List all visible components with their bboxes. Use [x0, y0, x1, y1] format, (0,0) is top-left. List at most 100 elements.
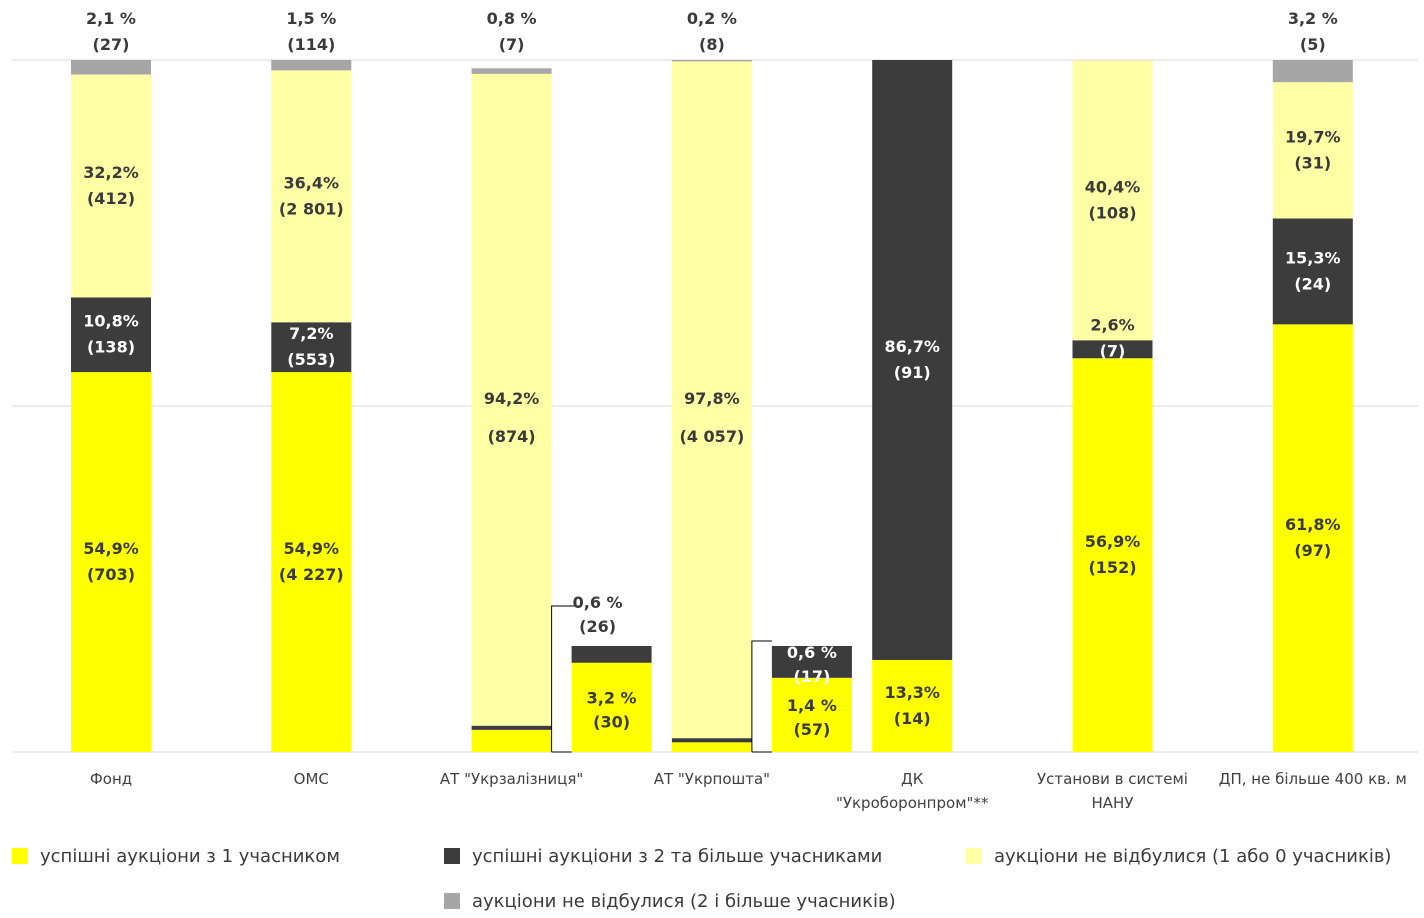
bar-segment	[71, 74, 151, 298]
data-label-count: (4 227)	[279, 565, 344, 584]
data-label-count: (91)	[894, 363, 931, 382]
data-label-count: (26)	[579, 617, 616, 636]
bar-segment	[471, 73, 552, 726]
bar-segment	[872, 60, 953, 660]
bar-segment	[1272, 60, 1353, 83]
data-label-count: (7)	[1100, 341, 1126, 360]
bar-segment	[1072, 60, 1153, 341]
data-label-value: 54,9%	[284, 539, 340, 558]
data-label-count: (874)	[488, 427, 536, 446]
legend-label: успішні аукціони з 2 та більше учасникам…	[472, 846, 882, 867]
category-label: НАНУ	[1092, 794, 1134, 812]
data-label-count: (114)	[287, 35, 335, 54]
data-label-value: 86,7%	[884, 337, 940, 356]
legend-label: успішні аукціони з 1 учасником	[40, 846, 340, 867]
data-label-count: (138)	[87, 338, 135, 357]
data-label-value: 0,6 %	[787, 643, 837, 662]
data-label-count: (5)	[1300, 35, 1326, 54]
inset-connector	[752, 738, 762, 752]
data-label-count: (97)	[1294, 541, 1331, 560]
category-label: Установи в системі	[1037, 770, 1188, 788]
bar-segment	[471, 68, 552, 74]
data-label-count: (152)	[1088, 558, 1136, 577]
data-label-value: 3,2 %	[1288, 9, 1338, 28]
data-label-value: 7,2%	[289, 324, 333, 343]
data-label-value: 10,8%	[83, 312, 139, 331]
inset-connector	[552, 726, 562, 752]
category-labels: Фонд ОМС АТ "Укрзалізниця" АТ "Укрпошта" ДК "…	[90, 770, 1407, 812]
data-label-count: (14)	[894, 709, 931, 728]
bar-segment	[271, 60, 352, 71]
data-label-count: (2 801)	[279, 199, 344, 218]
inset-bar-segment	[571, 662, 652, 752]
bar-segment	[71, 60, 151, 75]
legend-swatch	[444, 893, 460, 909]
category-label: АТ "Укрзалізниця"	[440, 770, 583, 788]
data-label-count: (31)	[1294, 153, 1331, 172]
bar-segment	[71, 372, 151, 752]
data-label-value: 15,3%	[1285, 248, 1341, 267]
data-label-value: 0,2 %	[687, 9, 737, 28]
callouts	[551, 605, 772, 753]
category-label: Фонд	[90, 770, 132, 788]
data-label-value: 13,3%	[884, 683, 940, 702]
category-label: АТ "Укрпошта"	[654, 770, 770, 788]
category-label: ДК	[901, 770, 924, 788]
inset-bar-segment	[771, 646, 852, 678]
data-label-value: 54,9%	[83, 539, 139, 558]
data-labels: 54,9% (703) 10,8% (138) 32,2% (412) 2,1 % (27) 5…	[83, 9, 1340, 739]
bars	[71, 60, 1353, 752]
data-label-count: (8)	[699, 35, 725, 54]
legend-label: аукціони не відбулися (2 і більше учасни…	[472, 891, 896, 912]
data-label-count: (57)	[793, 720, 830, 739]
bar-segment	[471, 729, 552, 752]
bar-segment	[271, 372, 352, 752]
legend-swatch	[444, 848, 460, 864]
bar-segment	[271, 70, 352, 323]
bar-segment	[471, 725, 552, 730]
data-label-count: (553)	[287, 350, 335, 369]
data-label-value: 0,6 %	[573, 593, 623, 612]
data-label-value: 0,8 %	[487, 9, 537, 28]
bar-segment	[1272, 82, 1353, 219]
bar-segment	[671, 61, 752, 739]
data-label-value: 36,4%	[284, 173, 340, 192]
bar-segment	[671, 60, 752, 62]
data-label-count: (27)	[93, 35, 130, 54]
data-label-count: (17)	[793, 667, 830, 686]
bar-segment	[271, 322, 352, 373]
data-label-value: 3,2 %	[587, 688, 637, 707]
bracket	[551, 605, 582, 752]
data-label-value: 1,5 %	[286, 9, 336, 28]
data-label-count: (412)	[87, 189, 135, 208]
category-label: ОМС	[294, 770, 329, 788]
bar-segment	[1272, 218, 1353, 325]
data-label-count: (24)	[1294, 274, 1331, 293]
bar-segment	[1272, 324, 1353, 752]
data-label-value: 1,4 %	[787, 696, 837, 715]
bar-segment	[1072, 340, 1153, 359]
legend: успішні аукціони з 1 учасником успішні ау…	[12, 846, 1391, 912]
data-label-value: 61,8%	[1285, 515, 1341, 534]
bar-segment	[1072, 358, 1153, 752]
data-label-count: (30)	[593, 712, 630, 731]
data-label-value: 94,2%	[484, 389, 540, 408]
inset-bar-segment	[571, 646, 652, 663]
data-label-count: (108)	[1088, 203, 1136, 222]
data-label-value: 56,9%	[1085, 532, 1141, 551]
data-label-count: (4 057)	[680, 427, 745, 446]
bar-segment	[872, 659, 953, 752]
data-label-value: 40,4%	[1085, 177, 1141, 196]
data-label-value: 19,7%	[1285, 127, 1341, 146]
legend-swatch	[966, 848, 982, 864]
data-label-value: 2,1 %	[86, 9, 136, 28]
bar-segment	[671, 742, 752, 752]
legend-swatch	[12, 848, 28, 864]
data-label-value: 2,6%	[1090, 315, 1134, 334]
bar-segment	[671, 738, 752, 743]
data-label-value: 32,2%	[83, 163, 139, 182]
data-label-count: (703)	[87, 565, 135, 584]
category-label: ДП, не більше 400 кв. м	[1219, 770, 1407, 788]
inset-bar-segment	[771, 677, 852, 752]
